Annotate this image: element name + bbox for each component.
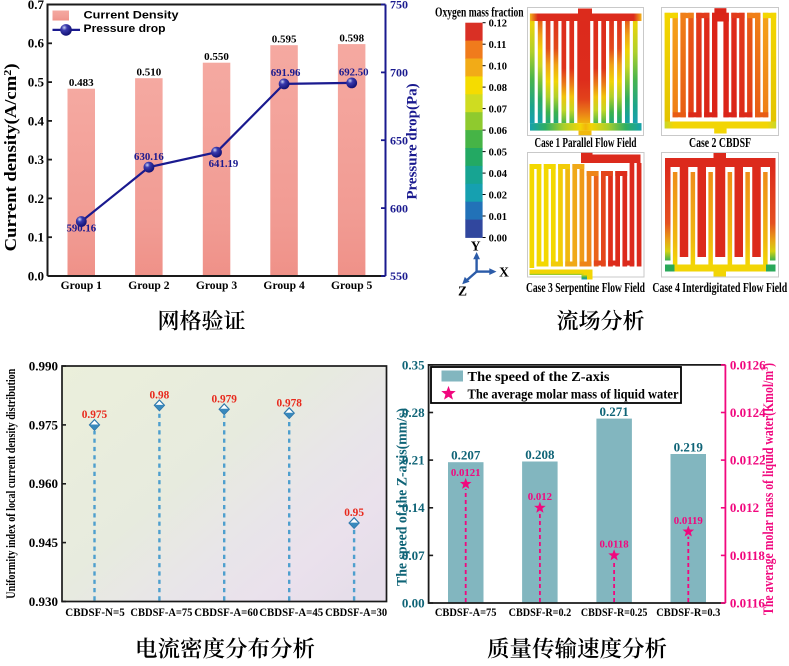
svg-text:Group 5: Group 5 [331,279,373,292]
svg-text:0.979: 0.979 [211,393,237,405]
svg-text:0.0118: 0.0118 [730,548,766,563]
svg-text:0.975: 0.975 [82,409,108,421]
svg-text:750: 750 [390,0,408,12]
svg-text:Case 2 CBDSF: Case 2 CBDSF [689,135,751,150]
svg-text:0.05: 0.05 [489,147,507,158]
svg-text:0.01: 0.01 [489,212,507,223]
svg-text:0.14: 0.14 [402,500,425,515]
svg-text:700: 700 [390,66,408,80]
svg-text:CBDSF-A=30: CBDSF-A=30 [325,607,387,619]
svg-text:CBDSF-R=0.25: CBDSF-R=0.25 [581,605,648,619]
svg-text:0.0122: 0.0122 [730,453,766,468]
svg-text:0.07: 0.07 [489,104,507,115]
svg-text:0.550: 0.550 [204,51,229,63]
svg-text:650: 650 [390,133,408,147]
svg-text:692.50: 692.50 [339,67,369,79]
svg-text:0.012: 0.012 [730,500,759,515]
svg-text:0.10: 0.10 [489,62,507,73]
svg-text:0.06: 0.06 [489,126,507,137]
svg-text:The average molar mass of liqu: The average molar mass of liquid water [468,388,679,403]
svg-text:Pressure drop(Pa): Pressure drop(Pa) [405,83,421,199]
svg-text:CBDSF-R=0.3: CBDSF-R=0.3 [656,605,720,619]
svg-text:0.35: 0.35 [402,357,425,372]
svg-text:Group 2: Group 2 [128,279,170,292]
svg-text:0.00: 0.00 [489,233,507,244]
svg-text:The speed of the Z-axis(mm/s): The speed of the Z-axis(mm/s) [394,408,410,586]
svg-text:0.0: 0.0 [28,268,44,283]
svg-text:0.95: 0.95 [344,507,364,519]
svg-text:0.5: 0.5 [28,75,45,90]
svg-text:CBDSF-A=75: CBDSF-A=75 [130,607,192,619]
svg-text:0.990: 0.990 [29,358,58,373]
svg-text:0.219: 0.219 [674,440,704,455]
svg-text:Case 1 Parallel Flow Field: Case 1 Parallel Flow Field [535,135,637,150]
svg-text:CBDSF-R=0.2: CBDSF-R=0.2 [509,605,572,619]
svg-text:550: 550 [390,269,408,283]
svg-text:0.271: 0.271 [599,404,628,419]
svg-text:630.16: 630.16 [134,151,164,163]
svg-text:Oxygen mass fraction: Oxygen mass fraction [435,5,524,20]
svg-text:0.945: 0.945 [29,535,59,550]
svg-text:0.595: 0.595 [272,34,297,46]
svg-text:0.598: 0.598 [339,33,364,45]
svg-text:Case 4 Interdigitated Flow Fie: Case 4 Interdigitated Flow Field [652,280,787,295]
svg-text:0.0121: 0.0121 [451,467,481,479]
svg-text:0.6: 0.6 [28,36,45,51]
svg-text:The average molar mass of liqu: The average molar mass of liquid water(K… [761,363,777,615]
svg-text:0.930: 0.930 [29,594,58,609]
svg-text:CBDSF-A=60: CBDSF-A=60 [194,607,258,619]
svg-text:Group 4: Group 4 [263,279,305,292]
svg-text:0.11: 0.11 [489,40,507,51]
svg-text:0.960: 0.960 [29,476,58,491]
svg-text:0.510: 0.510 [137,67,162,79]
svg-text:Z: Z [458,284,467,299]
svg-text:0.28: 0.28 [402,405,425,420]
svg-text:Y: Y [471,239,481,254]
svg-text:641.19: 641.19 [209,158,239,170]
svg-text:Current density(A/cm2): Current density(A/cm2) [1,63,20,251]
svg-text:0.04: 0.04 [489,169,508,180]
svg-text:0.978: 0.978 [276,397,302,409]
svg-text:0.00: 0.00 [402,595,425,610]
svg-text:The speed of the Z-axis: The speed of the Z-axis [468,370,611,385]
svg-text:X: X [499,265,509,280]
svg-text:0.07: 0.07 [402,548,425,563]
svg-text:Pressure drop: Pressure drop [84,23,166,35]
svg-text:CBDSF-A=45: CBDSF-A=45 [259,607,323,619]
svg-text:0.3: 0.3 [28,152,45,167]
svg-text:0.975: 0.975 [29,417,59,432]
svg-text:0.12: 0.12 [489,19,507,30]
svg-text:0.208: 0.208 [525,447,555,462]
svg-text:CBDSF-N=5: CBDSF-N=5 [65,607,125,619]
svg-text:0.2: 0.2 [28,191,44,206]
svg-text:Case 3 Serpentine Flow Field: Case 3 Serpentine Flow Field [526,280,645,295]
svg-text:0.4: 0.4 [28,113,45,128]
svg-text:Uniformity index of local curr: Uniformity index of local current densit… [3,368,18,599]
svg-text:0.08: 0.08 [489,83,507,94]
svg-text:Group 1: Group 1 [61,279,103,292]
svg-text:0.012: 0.012 [528,491,552,503]
svg-text:0.98: 0.98 [150,390,170,402]
svg-text:Current Density: Current Density [84,9,179,21]
svg-text:0.207: 0.207 [451,448,481,463]
svg-text:590.16: 590.16 [66,223,96,235]
svg-text:0.0116: 0.0116 [730,595,766,610]
svg-text:CBDSF-A=75: CBDSF-A=75 [435,605,497,619]
svg-text:691.96: 691.96 [271,67,301,79]
svg-text:0.0119: 0.0119 [674,515,704,527]
svg-text:0.483: 0.483 [69,77,94,89]
svg-text:Group 3: Group 3 [196,279,238,292]
svg-text:0.21: 0.21 [402,453,425,468]
svg-text:0.0118: 0.0118 [600,539,630,551]
svg-text:0.02: 0.02 [489,190,507,201]
svg-text:600: 600 [390,201,408,215]
svg-text:0.0124: 0.0124 [730,405,766,420]
svg-text:0.1: 0.1 [28,230,44,245]
svg-text:0.7: 0.7 [28,0,45,12]
svg-text:0.0126: 0.0126 [730,357,766,372]
